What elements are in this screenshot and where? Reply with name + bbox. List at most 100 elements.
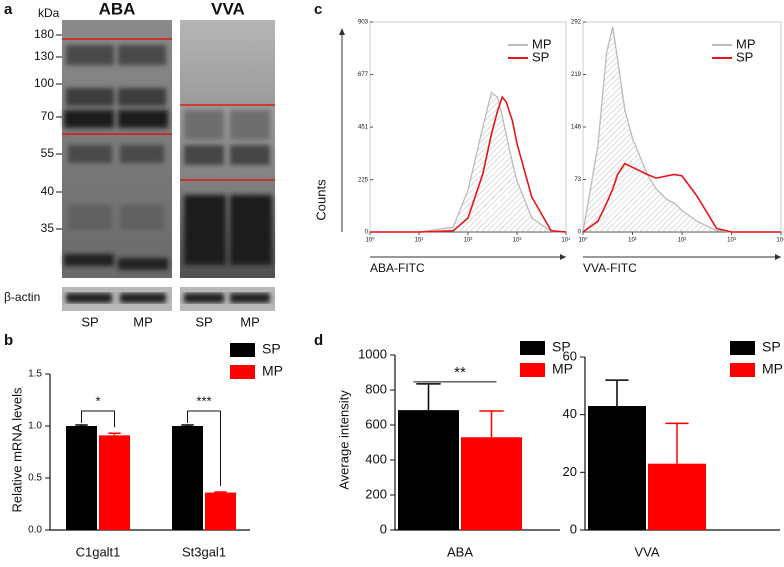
bar <box>648 463 706 530</box>
y-tick-label: 400 <box>365 451 387 466</box>
y-tick-label: 292 <box>571 20 582 26</box>
panel-label: d <box>314 332 323 349</box>
bar <box>588 406 646 530</box>
y-tick-label: 1000 <box>358 346 387 361</box>
arrow-head <box>775 254 781 260</box>
bar <box>398 410 459 530</box>
lane-label: MP <box>240 314 260 329</box>
legend-label: SP <box>262 341 281 357</box>
x-tick-label: 10² <box>678 238 687 244</box>
loading-control-label: β-actin <box>4 290 40 304</box>
error-bar <box>214 491 227 493</box>
x-tick-label: 10⁰ <box>365 237 375 244</box>
error-bar <box>605 379 629 407</box>
y-tick-label: 0 <box>570 521 577 536</box>
legend-swatch <box>520 341 545 355</box>
legend-label: MP <box>736 36 756 51</box>
x-tick-label: 10² <box>464 238 473 244</box>
y-tick-label: 1.5 <box>28 369 42 380</box>
y-tick-label: 451 <box>358 125 369 131</box>
x-tick-label: 10³ <box>513 238 522 244</box>
legend-swatch <box>230 343 255 357</box>
x-tick-label: 10⁴ <box>776 237 784 244</box>
marker-label: 55 <box>41 146 55 160</box>
legend-label: MP <box>762 361 783 377</box>
panel-label: b <box>4 332 13 349</box>
bar <box>66 426 97 530</box>
legend-swatch <box>730 363 755 377</box>
unit-label: kDa <box>38 6 60 20</box>
panel-label: a <box>4 1 13 18</box>
significance-label: ** <box>454 364 466 381</box>
x-tick-label: 10⁴ <box>561 237 571 244</box>
panel-label: c <box>314 1 322 18</box>
y-tick-label: 0.5 <box>28 473 42 484</box>
area <box>370 92 566 232</box>
significance-label: *** <box>196 393 211 408</box>
bar <box>172 426 203 530</box>
y-tick-label: 219 <box>571 72 582 78</box>
marker-label: 35 <box>41 221 55 235</box>
legend-label: SP <box>552 339 571 355</box>
arrow-head <box>560 254 566 260</box>
error-bar <box>665 422 689 464</box>
significance-bracket <box>187 410 221 487</box>
legend-swatch <box>730 341 755 355</box>
x-axis-title: ABA-FITC <box>370 261 425 275</box>
y-axis-title: Relative mRNA levels <box>9 387 24 512</box>
error-bar <box>108 432 121 436</box>
blot-bands <box>64 45 272 270</box>
x-axis-title: VVA-FITC <box>583 261 637 275</box>
y-tick-label: 800 <box>365 381 387 396</box>
bar <box>205 492 236 530</box>
line <box>582 162 781 233</box>
legend-label: SP <box>762 339 781 355</box>
y-tick-label: 1.0 <box>28 421 42 432</box>
marker-label: 70 <box>41 109 55 123</box>
x-tick-label: 10¹ <box>415 238 424 244</box>
y-tick-label: 0 <box>380 521 387 536</box>
error-bar <box>75 424 88 426</box>
y-tick-label: 903 <box>358 20 369 26</box>
error-bar <box>181 424 194 426</box>
y-tick-label: 0.0 <box>28 525 42 536</box>
bar <box>99 435 130 530</box>
y-tick-label: 0 <box>365 230 369 236</box>
group-label: ABA <box>99 0 136 18</box>
x-tick-label: C1galt1 <box>76 544 121 559</box>
marker-label: 130 <box>34 49 54 63</box>
lane-label: SP <box>81 314 98 329</box>
x-tick-label: ABA <box>447 544 473 559</box>
legend-label: MP <box>552 361 573 377</box>
significance-label: * <box>95 393 100 408</box>
x-tick-label: VVA <box>634 544 659 559</box>
arrow-head <box>339 28 345 35</box>
marker-label: 40 <box>41 184 55 198</box>
legend-label: SP <box>736 49 753 64</box>
x-tick-label: 10⁰ <box>578 237 588 244</box>
area <box>583 27 781 232</box>
marker-label: 180 <box>34 27 54 41</box>
y-axis-title: Counts <box>313 179 328 221</box>
legend-label: MP <box>262 363 283 379</box>
y-tick-label: 225 <box>358 177 369 183</box>
y-tick-label: 677 <box>358 72 369 78</box>
y-tick-label: 146 <box>571 125 582 131</box>
y-tick-label: 40 <box>563 406 577 421</box>
error-bar <box>416 383 441 411</box>
y-tick-label: 600 <box>365 416 387 431</box>
x-tick-label: 10³ <box>727 238 736 244</box>
lane-label: MP <box>133 314 153 329</box>
line <box>582 26 781 233</box>
x-tick-label: 10¹ <box>628 238 637 244</box>
y-axis-title: Average intensity <box>336 390 351 490</box>
group-label: VVA <box>211 0 245 18</box>
line <box>370 95 567 233</box>
significance-bracket <box>81 410 115 428</box>
legend-swatch <box>520 363 545 377</box>
y-tick-label: 60 <box>563 348 577 363</box>
y-tick-label: 20 <box>563 464 577 479</box>
bar <box>461 437 522 530</box>
y-tick-label: 0 <box>578 230 582 236</box>
